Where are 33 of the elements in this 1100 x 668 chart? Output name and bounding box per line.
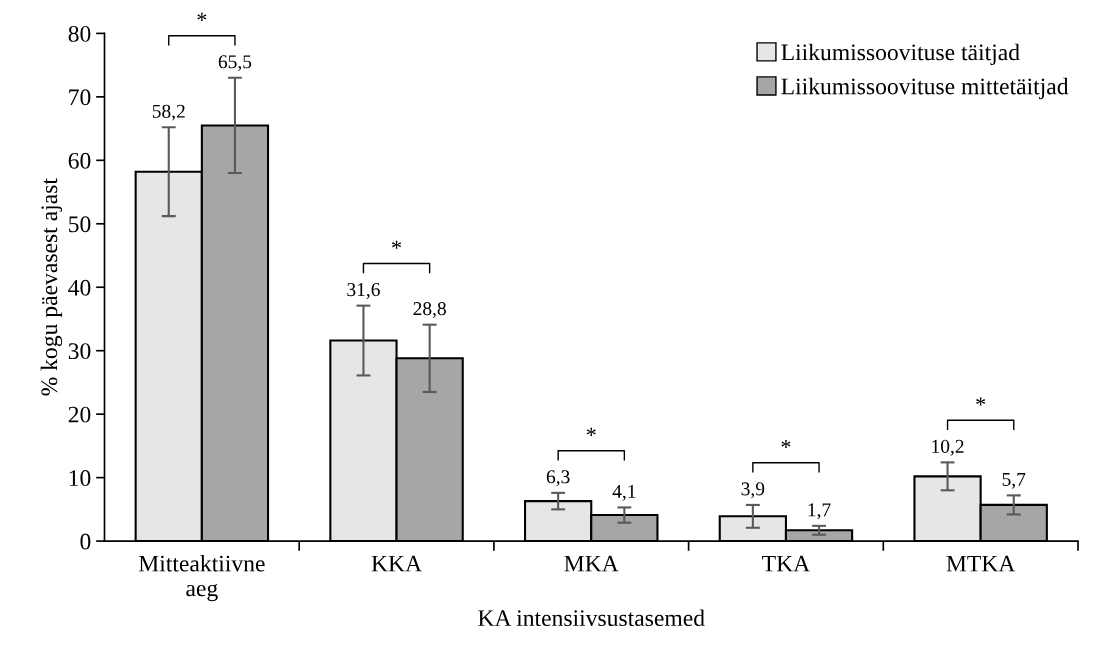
- data-label: 58,2: [152, 104, 185, 121]
- x-axis-title: KA intensiivsustasemed: [478, 609, 705, 627]
- y-tick-label: 40: [68, 279, 91, 296]
- data-label: 65,5: [218, 55, 252, 72]
- annotation: *: [586, 427, 596, 437]
- data-label: 5,7: [1002, 472, 1026, 489]
- y-tick-label: 30: [68, 343, 91, 360]
- y-tick-label: 0: [80, 533, 91, 550]
- data-label: 10,2: [932, 439, 964, 456]
- x-tick-label: KKA: [371, 555, 422, 572]
- y-tick-label: 10: [69, 470, 91, 487]
- data-label: 3,9: [741, 482, 765, 499]
- data-label: 28,8: [413, 302, 446, 318]
- text: *: [197, 12, 207, 21]
- x-tick-label: TKA: [762, 555, 811, 572]
- x-tick-label: MTKA: [946, 555, 1016, 572]
- data-label: 1,7: [808, 503, 831, 520]
- x-tick-label: Mitteaktiivne aeg: [138, 554, 265, 602]
- y-tick-label: 80: [68, 25, 91, 42]
- y-tick-label: 20: [68, 406, 91, 423]
- y-axis-title: % kogu päevasest ajast: [40, 178, 63, 396]
- y-tick-label: 70: [69, 89, 91, 106]
- data-label: 4,1: [612, 484, 636, 501]
- data-label: 31,6: [347, 283, 380, 299]
- legend-label: Liikumissoovituse täitjad: [781, 43, 1020, 66]
- data-label: 6,3: [546, 470, 570, 487]
- annotation: *: [976, 397, 986, 406]
- x-tick-label: MKA: [564, 555, 619, 572]
- y-tick-label: 50: [69, 216, 91, 233]
- annotation: *: [781, 439, 791, 449]
- legend-label: Liikumissoovituse mittetäitjad: [781, 77, 1069, 100]
- annotation: *: [392, 240, 402, 249]
- y-tick-label: 60: [68, 152, 91, 169]
